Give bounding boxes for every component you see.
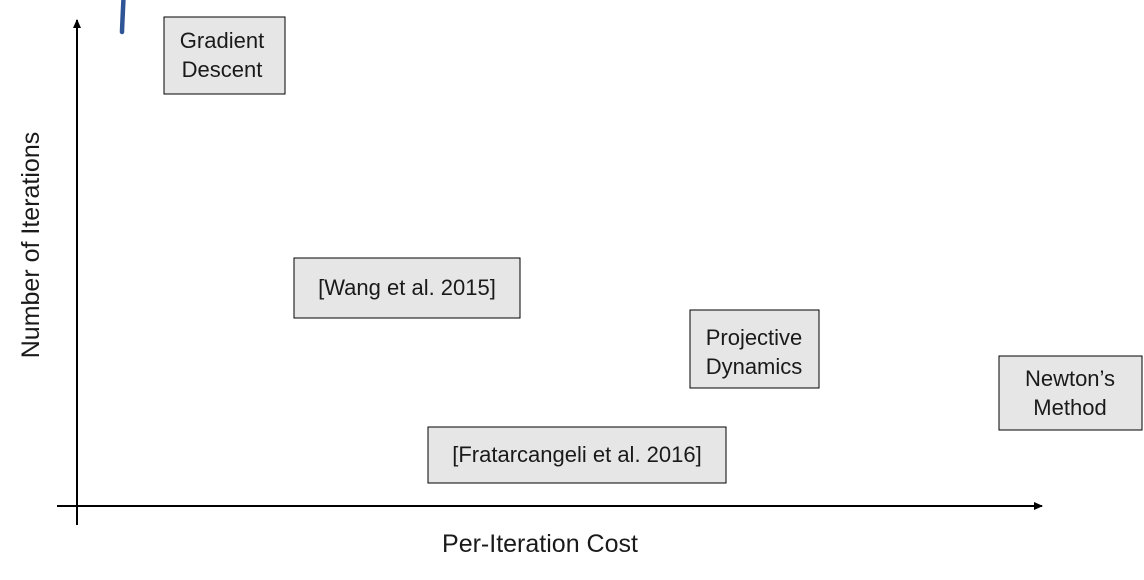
method-label-line-2: Descent [182,57,263,82]
method-box-wang-2015: [Wang et al. 2015] [293,257,521,319]
method-box-frame [293,257,521,319]
method-box-gradient-descent: Gradient Descent [163,16,286,95]
method-label-line-2: Dynamics [706,354,803,379]
y-axis-label: Number of Iterations [17,132,45,359]
method-label-line-1: [Wang et al. 2015] [318,275,496,300]
method-box-frame [427,426,727,484]
method-box-fratarcangeli-2016: [Fratarcangeli et al. 2016] [427,426,727,484]
method-label-line-1: Newton’s [1025,366,1115,391]
x-axis-label: Per-Iteration Cost [442,530,638,558]
method-box-frame [163,16,286,95]
method-label-line-1: Projective [706,325,803,350]
method-label-line-1: Gradient [180,28,264,53]
method-box-frame [998,355,1143,431]
method-label-line-2: Method [1033,395,1106,420]
method-box-newtons-method: Newton’s Method [998,355,1143,431]
method-label-line-1: [Fratarcangeli et al. 2016] [452,442,701,467]
method-box-projective-dynamics: Projective Dynamics [689,309,820,389]
method-box-frame [689,309,820,389]
